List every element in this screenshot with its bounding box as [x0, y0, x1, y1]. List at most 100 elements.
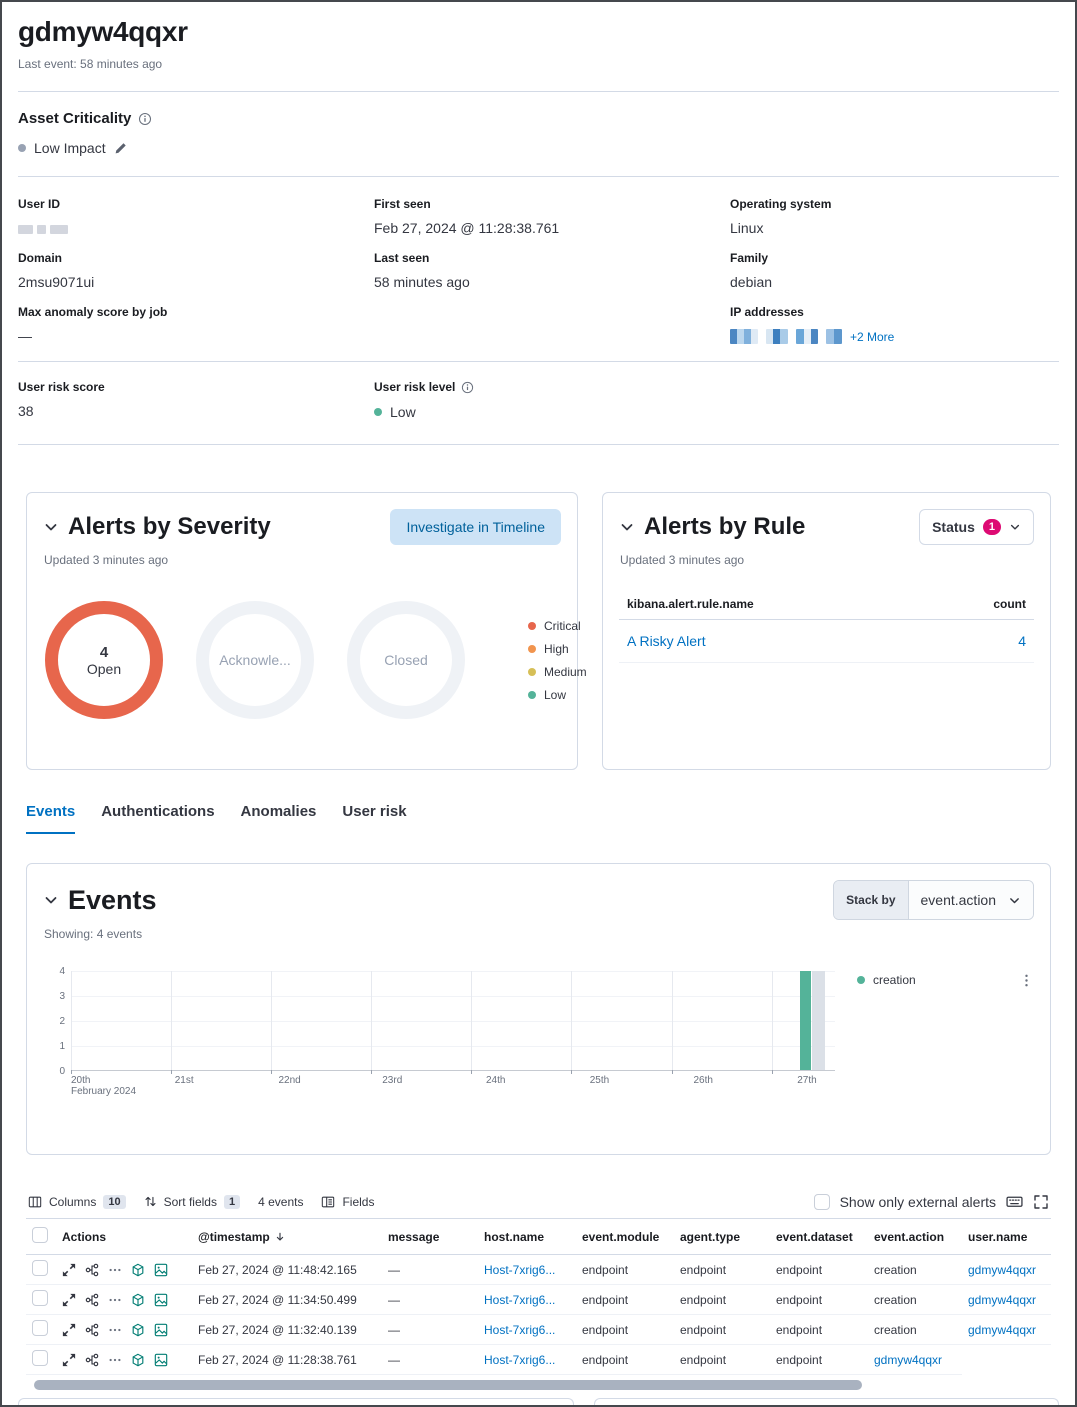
field-label: Max anomaly score by job [18, 305, 168, 319]
expand-event-icon[interactable] [62, 1293, 76, 1307]
tab-events[interactable]: Events [26, 803, 76, 834]
info-icon[interactable] [461, 381, 474, 394]
status-filter-button[interactable]: Status 1 [919, 509, 1034, 545]
user-name-link[interactable]: gdmyw4qqxr [968, 1292, 1037, 1307]
alerts-by-rule-panel: Alerts by Rule Status 1 Updated 3 minute… [602, 492, 1051, 770]
field-ip-addresses: IP addresses +2 More [730, 305, 1059, 345]
edit-pencil-icon[interactable] [114, 142, 127, 155]
x-tick: 22nd [278, 1075, 301, 1086]
header-timestamp[interactable]: @timestamp [192, 1218, 382, 1255]
severity-panel-title: Alerts by Severity [68, 513, 271, 540]
sort-fields-button[interactable]: Sort fields 1 [144, 1194, 241, 1209]
field-empty [730, 380, 1059, 420]
field-risk-score: User risk score 38 [18, 380, 374, 420]
legend-label: High [544, 641, 569, 656]
expand-event-icon[interactable] [62, 1353, 76, 1367]
legend-dot [528, 621, 536, 630]
chart-options-icon[interactable] [1019, 973, 1034, 988]
expand-event-icon[interactable] [62, 1323, 76, 1337]
chevron-down-icon [1010, 524, 1020, 530]
more-actions-icon[interactable] [108, 1353, 122, 1367]
expand-event-icon[interactable] [62, 1263, 76, 1277]
header-message[interactable]: message [382, 1218, 478, 1255]
cell-timestamp: Feb 27, 2024 @ 11:28:38.761 [192, 1344, 382, 1375]
row-checkbox[interactable] [32, 1260, 48, 1276]
x-tick: 25th [589, 1075, 610, 1086]
keyboard-shortcuts-icon[interactable] [1006, 1193, 1023, 1210]
field-label: First seen [374, 197, 431, 211]
alerts-by-severity-panel: Alerts by Severity Investigate in Timeli… [26, 492, 587, 770]
more-actions-icon[interactable] [108, 1323, 122, 1337]
stack-by-select[interactable]: Stack by event.action [833, 880, 1034, 920]
host-name-link[interactable]: Host-7xrig6... [484, 1292, 556, 1307]
analyze-event-icon[interactable] [85, 1353, 99, 1367]
rule-name-link[interactable]: A Risky Alert [627, 633, 706, 649]
host-name-link[interactable]: Host-7xrig6... [484, 1262, 556, 1277]
scrollbar-thumb[interactable] [34, 1380, 862, 1390]
osquery-image-icon[interactable] [154, 1353, 168, 1367]
fullscreen-icon[interactable] [1033, 1194, 1049, 1210]
endpoint-cube-icon[interactable] [131, 1263, 145, 1277]
overview-grid: User ID First seen Feb 27, 2024 @ 11:28:… [18, 197, 1059, 345]
chart-legend-item-creation[interactable]: creation [857, 973, 916, 987]
ip-more-link[interactable]: +2 More [850, 329, 895, 344]
more-actions-icon[interactable] [108, 1263, 122, 1277]
fields-button[interactable]: Fields [321, 1195, 374, 1209]
osquery-image-icon[interactable] [154, 1323, 168, 1337]
user-name-link[interactable]: gdmyw4qqxr [968, 1262, 1037, 1277]
header-event-dataset[interactable]: event.dataset [770, 1218, 868, 1255]
user-name-link[interactable]: gdmyw4qqxr [874, 1352, 943, 1367]
header-host-name[interactable]: host.name [478, 1218, 576, 1255]
tab-anomalies[interactable]: Anomalies [240, 803, 317, 820]
legend-item-critical[interactable]: Critical [528, 619, 587, 633]
plot-area [71, 971, 835, 1074]
donut-open: 4 Open [45, 601, 163, 719]
legend-item-high[interactable]: High [528, 642, 587, 656]
columns-button[interactable]: Columns 10 [28, 1194, 126, 1209]
host-name-link[interactable]: Host-7xrig6... [484, 1322, 556, 1337]
field-label: IP addresses [730, 305, 804, 319]
header-user-name[interactable]: user.name [962, 1218, 1051, 1255]
analyze-event-icon[interactable] [85, 1263, 99, 1277]
events-count-text: 4 events [258, 1195, 303, 1209]
row-checkbox[interactable] [32, 1350, 48, 1366]
host-name-link[interactable]: Host-7xrig6... [484, 1352, 556, 1367]
external-alerts-checkbox[interactable] [813, 1193, 830, 1210]
chevron-down-icon[interactable] [43, 519, 59, 535]
analyze-event-icon[interactable] [85, 1293, 99, 1307]
osquery-image-icon[interactable] [154, 1263, 168, 1277]
severity-donuts: 4 Open Acknowle... Closed Critical High … [45, 601, 587, 719]
user-name-link[interactable]: gdmyw4qqxr [968, 1322, 1037, 1337]
more-actions-icon[interactable] [108, 1293, 122, 1307]
endpoint-cube-icon[interactable] [131, 1353, 145, 1367]
osquery-image-icon[interactable] [154, 1293, 168, 1307]
tab-user-risk[interactable]: User risk [342, 803, 407, 820]
x-tick: 24th [486, 1075, 506, 1086]
cell-event-dataset: endpoint [770, 1344, 868, 1375]
row-checkbox[interactable] [32, 1320, 48, 1336]
header-event-action[interactable]: event.action [868, 1218, 962, 1255]
legend-item-medium[interactable]: Medium [528, 665, 587, 679]
header-agent-type[interactable]: agent.type [674, 1218, 770, 1255]
row-checkbox[interactable] [32, 1290, 48, 1306]
endpoint-cube-icon[interactable] [131, 1323, 145, 1337]
info-icon[interactable] [138, 112, 152, 126]
chevron-down-icon[interactable] [43, 892, 59, 908]
tab-authentications[interactable]: Authentications [101, 803, 215, 820]
endpoint-cube-icon[interactable] [131, 1293, 145, 1307]
fields-label: Fields [342, 1194, 375, 1209]
bar-creation-feb27 [799, 971, 811, 1070]
alerts-panels-row: Alerts by Severity Investigate in Timeli… [26, 492, 1051, 770]
select-all-checkbox[interactable] [32, 1227, 48, 1243]
chevron-down-icon[interactable] [619, 519, 635, 535]
legend-label: Low [544, 687, 567, 702]
legend-label: creation [873, 973, 916, 987]
field-value: Feb 27, 2024 @ 11:28:38.761 [374, 220, 560, 236]
field-value: 2msu9071ui [18, 274, 95, 290]
legend-item-low[interactable]: Low [528, 688, 587, 702]
analyze-event-icon[interactable] [85, 1323, 99, 1337]
investigate-in-timeline-button[interactable]: Investigate in Timeline [390, 509, 561, 545]
header-event-module[interactable]: event.module [576, 1218, 674, 1255]
rule-count-value: 4 [1018, 633, 1026, 649]
